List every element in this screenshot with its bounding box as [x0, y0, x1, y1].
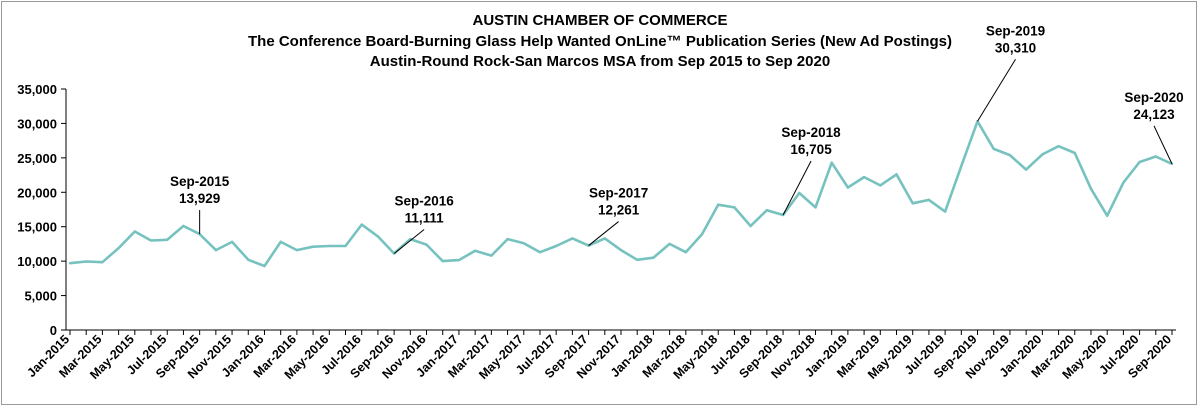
data-point — [830, 161, 833, 164]
data-point — [230, 240, 234, 244]
data-point — [765, 208, 769, 212]
data-point — [1057, 144, 1060, 148]
data-point — [117, 246, 120, 250]
y-tick-label: 15,000 — [17, 220, 57, 235]
data-point — [619, 248, 623, 252]
data-point — [376, 235, 380, 238]
annotation-value: 30,310 — [995, 40, 1036, 55]
annotation-value: 12,261 — [598, 203, 640, 218]
chart-title: AUSTIN CHAMBER OF COMMERCE — [473, 12, 728, 29]
data-point — [1154, 155, 1157, 158]
data-point — [1024, 168, 1028, 171]
data-point — [1105, 214, 1109, 217]
data-point — [960, 164, 963, 168]
data-point — [652, 256, 655, 259]
data-point — [538, 250, 542, 254]
data-point — [166, 238, 169, 241]
data-point — [1073, 151, 1076, 155]
data-point — [149, 239, 153, 242]
data-point — [927, 198, 931, 202]
data-point — [1122, 181, 1125, 184]
data-point — [636, 258, 639, 261]
data-point — [798, 191, 801, 195]
data-point — [879, 184, 882, 187]
data-point — [733, 206, 736, 209]
data-point — [457, 258, 461, 262]
data-point — [473, 249, 477, 253]
data-point — [911, 202, 914, 205]
data-point — [895, 173, 898, 176]
chart-subtitle: The Conference Board-Burning Glass Help … — [248, 33, 952, 50]
data-point — [603, 237, 606, 240]
annotation-leader — [782, 160, 812, 216]
data-point — [668, 242, 671, 246]
y-tick-label: 25,000 — [17, 151, 57, 166]
y-tick-label: 5,000 — [24, 289, 57, 304]
annotation-value: 13,929 — [179, 191, 220, 206]
data-point — [717, 203, 720, 206]
data-point — [700, 233, 704, 236]
data-point — [133, 230, 137, 233]
y-tick-label: 0 — [50, 323, 57, 338]
x-axis: Jan-2015Mar-2015May-2015Jul-2015Sep-2015… — [24, 329, 1176, 382]
chart-subtitle-2: Austin-Round Rock-San Marcos MSA from Se… — [370, 53, 830, 70]
y-axis: 0 5,000 10,000 15,000 20,000 25,000 30,000 35,0… — [17, 82, 67, 338]
data-point — [425, 243, 428, 246]
annotation-label: Sep-2020 — [1124, 90, 1183, 105]
data-point — [279, 240, 282, 244]
data-point — [214, 248, 218, 252]
data-point — [295, 248, 299, 252]
data-point — [943, 210, 947, 213]
data-point — [490, 254, 493, 257]
data-point — [1089, 187, 1093, 191]
data-point — [311, 245, 315, 248]
data-point — [344, 244, 347, 248]
annotation-value: 11,111 — [405, 210, 445, 225]
data-point — [554, 244, 558, 248]
data-point — [441, 259, 444, 263]
data-point — [328, 244, 331, 248]
y-tick-label: 10,000 — [17, 254, 57, 269]
annotation-label: Sep-2017 — [589, 186, 648, 201]
data-point — [85, 260, 88, 263]
annotation-leader — [977, 59, 1016, 122]
annotation-leader — [588, 221, 619, 246]
data-point — [846, 186, 850, 189]
data-point — [101, 260, 104, 264]
data-point — [360, 223, 363, 226]
data-point — [506, 237, 509, 241]
annotation-label: Sep-2018 — [781, 125, 841, 140]
data-point — [263, 264, 266, 268]
data-point — [684, 250, 688, 254]
annotation-label: Sep-2019 — [986, 23, 1045, 38]
data-point — [522, 242, 525, 245]
data-point — [992, 147, 995, 151]
y-tick-label: 35,000 — [17, 82, 57, 97]
annotation-leader — [1153, 125, 1173, 165]
annotation-label: Sep-2016 — [394, 193, 454, 208]
data-point — [182, 224, 185, 228]
data-point — [68, 262, 72, 265]
annotation-value: 24,123 — [1133, 107, 1175, 122]
data-point — [1008, 153, 1012, 157]
data-point — [247, 258, 250, 261]
annotation-value: 16,705 — [790, 142, 832, 157]
data-point — [814, 206, 817, 209]
data-point — [1138, 160, 1141, 164]
y-tick-label: 30,000 — [17, 116, 57, 131]
data-point — [1041, 153, 1044, 156]
y-tick-label: 20,000 — [17, 185, 57, 200]
data-point — [862, 175, 866, 179]
annotation-label: Sep-2015 — [170, 174, 230, 189]
annotation-layer: Sep-2015 13,929 Sep-2016 11,111 Sep-2017 12,2… — [170, 23, 1184, 254]
series-layer — [68, 120, 1174, 268]
data-point — [571, 237, 574, 240]
data-point — [749, 224, 752, 228]
annotation-leader — [393, 229, 425, 254]
